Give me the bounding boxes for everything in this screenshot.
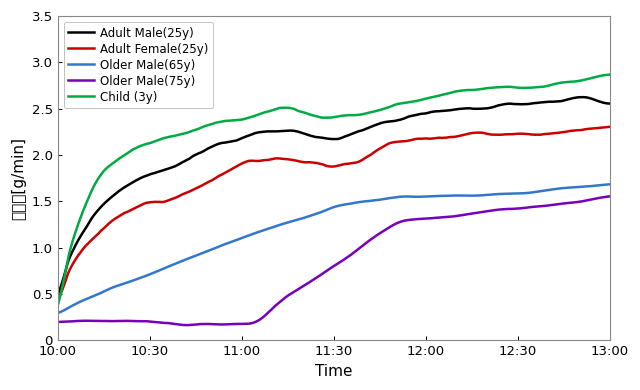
Older Male(75y)	[208, 322, 216, 326]
Child (3y)	[430, 94, 438, 99]
Older Male(75y)	[449, 214, 456, 219]
Child (3y)	[54, 303, 61, 308]
Adult Male(25y)	[54, 293, 61, 298]
Older Male(65y)	[545, 188, 552, 192]
Adult Male(25y)	[60, 275, 68, 279]
Older Male(75y)	[238, 322, 246, 326]
Child (3y)	[447, 90, 455, 95]
Adult Male(25y)	[207, 145, 215, 149]
Y-axis label: 発汗率[g/min]: 発汗率[g/min]	[11, 137, 26, 220]
Line: Older Male(75y): Older Male(75y)	[58, 196, 610, 325]
Legend: Adult Male(25y), Adult Female(25y), Older Male(65y), Older Male(75y), Child (3y): Adult Male(25y), Adult Female(25y), Olde…	[63, 22, 213, 108]
Adult Male(25y)	[545, 99, 552, 104]
Older Male(65y)	[606, 182, 614, 187]
Child (3y)	[60, 278, 68, 282]
Older Male(65y)	[54, 311, 61, 316]
Older Male(75y)	[54, 320, 61, 324]
Line: Adult Male(25y): Adult Male(25y)	[58, 97, 610, 296]
Older Male(75y)	[184, 323, 191, 328]
Child (3y)	[606, 72, 614, 77]
Older Male(75y)	[60, 319, 68, 324]
X-axis label: Time: Time	[315, 364, 353, 379]
Adult Male(25y)	[579, 95, 586, 99]
Older Male(65y)	[447, 193, 455, 198]
Adult Female(25y)	[237, 162, 244, 167]
Older Male(65y)	[237, 236, 244, 241]
Adult Male(25y)	[430, 109, 438, 114]
Older Male(65y)	[207, 248, 215, 252]
Older Male(75y)	[431, 216, 439, 220]
Adult Female(25y)	[54, 299, 61, 304]
Child (3y)	[207, 122, 215, 126]
Adult Female(25y)	[60, 284, 68, 288]
Line: Older Male(65y): Older Male(65y)	[58, 184, 610, 313]
Child (3y)	[545, 83, 552, 88]
Adult Female(25y)	[207, 178, 215, 183]
Adult Male(25y)	[606, 101, 614, 106]
Adult Male(25y)	[447, 108, 455, 112]
Older Male(75y)	[546, 203, 554, 207]
Older Male(65y)	[60, 308, 68, 313]
Adult Female(25y)	[545, 131, 552, 136]
Line: Adult Female(25y): Adult Female(25y)	[58, 127, 610, 301]
Adult Female(25y)	[447, 135, 455, 139]
Older Male(65y)	[430, 194, 438, 199]
Adult Male(25y)	[237, 136, 244, 141]
Child (3y)	[237, 117, 244, 122]
Adult Female(25y)	[606, 124, 614, 129]
Line: Child (3y): Child (3y)	[58, 74, 610, 306]
Adult Female(25y)	[430, 136, 438, 141]
Older Male(75y)	[606, 194, 614, 199]
